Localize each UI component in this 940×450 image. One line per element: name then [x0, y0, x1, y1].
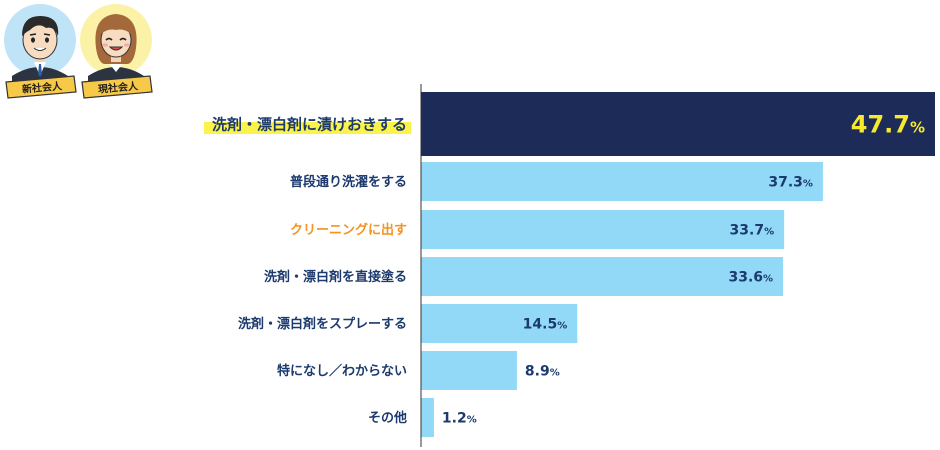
bar-0 [421, 92, 935, 156]
value-number-1: 37.3 [768, 175, 803, 191]
bar-5 [421, 351, 517, 390]
value-unit-6: % [467, 415, 477, 426]
new-employee-illustration: 新社会人 [4, 4, 77, 99]
category-label-4: 洗剤・漂白剤をスプレーする [238, 316, 407, 332]
value-number-2: 33.7 [730, 223, 765, 239]
value-unit-2: % [764, 227, 774, 238]
bar-4 [421, 304, 578, 343]
new-employee-avatar: 新社会人 [2, 2, 78, 100]
category-label-3: 洗剤・漂白剤を直接塗る [264, 269, 407, 285]
category-label-6: その他 [368, 410, 407, 426]
value-label-4: 14.5% [523, 317, 568, 333]
value-label-5: 8.9% [525, 364, 560, 380]
highlight-marker [204, 122, 411, 134]
bar-6 [421, 398, 434, 437]
current-employee-ribbon-text: 現社会人 [97, 79, 139, 96]
value-number-0: 47.7 [851, 111, 910, 139]
value-number-6: 1.2 [442, 411, 467, 427]
current-employee-avatar: 現社会人 [78, 2, 154, 100]
avatar-group: 新社会人 [2, 2, 162, 102]
category-label-2: クリーニングに出す [290, 222, 407, 238]
bar-1 [421, 162, 823, 201]
value-label-6: 1.2% [442, 411, 477, 427]
value-unit-3: % [763, 274, 773, 285]
current-employee-illustration: 現社会人 [80, 4, 153, 99]
category-label-1: 普段通り洗濯をする [290, 174, 407, 190]
bar-3 [421, 257, 784, 296]
new-employee-ribbon-text: 新社会人 [21, 79, 63, 96]
value-number-3: 33.6 [728, 270, 763, 286]
value-label-1: 37.3% [768, 175, 813, 191]
value-label-0: 47.7% [851, 111, 925, 139]
value-unit-0: % [910, 119, 925, 137]
value-unit-4: % [557, 321, 567, 332]
value-label-2: 33.7% [730, 223, 775, 239]
category-label-0: 洗剤・漂白剤に漬けおきする [212, 115, 407, 133]
value-number-5: 8.9 [525, 364, 550, 380]
bar-2 [421, 210, 785, 249]
value-number-4: 14.5 [523, 317, 558, 333]
category-label-5: 特になし／わからない [277, 363, 407, 379]
value-label-3: 33.6% [728, 270, 773, 286]
value-unit-5: % [550, 368, 560, 379]
value-unit-1: % [803, 179, 813, 190]
